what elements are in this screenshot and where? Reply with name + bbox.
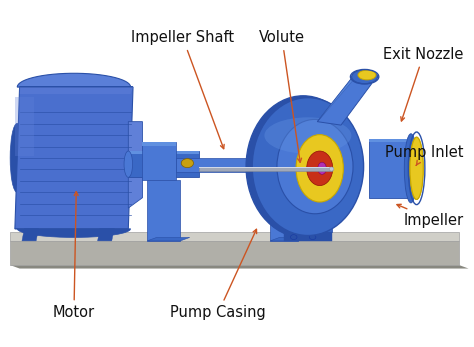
Ellipse shape — [318, 162, 326, 174]
Polygon shape — [147, 180, 180, 241]
Polygon shape — [15, 229, 131, 237]
Polygon shape — [270, 237, 308, 241]
Ellipse shape — [124, 151, 133, 177]
Circle shape — [310, 235, 316, 239]
Polygon shape — [175, 158, 261, 172]
Ellipse shape — [404, 134, 418, 203]
Circle shape — [181, 159, 193, 168]
Ellipse shape — [410, 137, 423, 200]
Polygon shape — [10, 241, 459, 265]
Polygon shape — [17, 73, 133, 87]
Ellipse shape — [410, 137, 423, 200]
Ellipse shape — [264, 117, 351, 154]
Polygon shape — [143, 142, 175, 146]
Polygon shape — [15, 87, 133, 229]
Text: Impeller Shaft: Impeller Shaft — [131, 30, 234, 149]
Text: Exit Nozzle: Exit Nozzle — [383, 47, 464, 121]
Text: Volute: Volute — [259, 30, 305, 162]
Polygon shape — [15, 98, 34, 156]
Polygon shape — [318, 75, 357, 122]
Polygon shape — [128, 122, 143, 208]
Polygon shape — [22, 229, 38, 241]
Polygon shape — [128, 151, 199, 154]
Polygon shape — [369, 139, 412, 142]
Polygon shape — [199, 167, 331, 171]
Polygon shape — [199, 167, 331, 168]
Ellipse shape — [329, 167, 334, 171]
Ellipse shape — [358, 70, 376, 80]
Polygon shape — [143, 142, 175, 180]
Ellipse shape — [307, 151, 333, 186]
Polygon shape — [19, 87, 133, 94]
Ellipse shape — [252, 98, 364, 236]
Polygon shape — [318, 77, 372, 125]
Polygon shape — [284, 208, 331, 232]
Polygon shape — [10, 232, 459, 241]
Polygon shape — [10, 265, 469, 269]
Text: Impeller: Impeller — [397, 204, 464, 228]
Text: Pump Inlet: Pump Inlet — [385, 145, 464, 166]
Circle shape — [291, 235, 297, 239]
Polygon shape — [270, 218, 299, 241]
Polygon shape — [128, 151, 199, 177]
Ellipse shape — [352, 70, 378, 84]
Polygon shape — [98, 229, 114, 241]
Text: Pump Casing: Pump Casing — [170, 229, 266, 320]
Text: Motor: Motor — [53, 192, 95, 320]
Polygon shape — [147, 237, 190, 241]
Ellipse shape — [10, 124, 24, 193]
Ellipse shape — [277, 119, 353, 214]
Ellipse shape — [296, 135, 343, 202]
Polygon shape — [369, 139, 412, 198]
Ellipse shape — [246, 96, 360, 237]
Polygon shape — [284, 232, 331, 241]
